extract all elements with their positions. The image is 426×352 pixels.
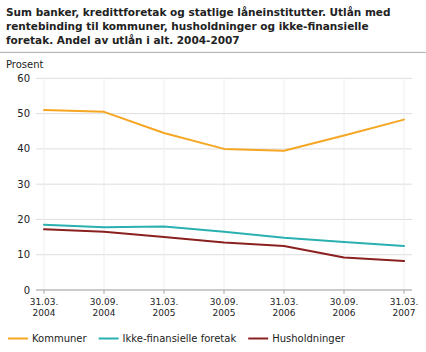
x-tick	[224, 290, 225, 294]
series-line	[44, 229, 404, 261]
series-lines	[44, 110, 404, 261]
y-tick-label: 50	[17, 108, 30, 119]
y-tick-label: 0	[24, 285, 30, 296]
x-grid-line	[104, 78, 105, 290]
legend-swatch	[99, 338, 119, 340]
x-tick	[284, 290, 285, 294]
y-tick-label: 10	[17, 249, 30, 260]
legend-label: Husholdninger	[272, 333, 346, 344]
x-grid-line	[164, 78, 165, 290]
series-line	[44, 110, 404, 151]
x-tick	[44, 290, 45, 294]
x-tick-label: 30.09.2005	[210, 297, 239, 318]
x-grid-line	[404, 78, 405, 290]
separator	[0, 52, 426, 53]
legend-label: Kommuner	[32, 333, 87, 344]
legend-swatch	[8, 338, 28, 340]
y-tick-label: 30	[17, 179, 30, 190]
legend-label: Ikke-finansielle foretak	[123, 333, 237, 344]
title: Sum banker, kredittforetak og statlige l…	[6, 6, 390, 46]
x-tick-label: 31.03.2004	[30, 297, 59, 318]
x-tick	[164, 290, 165, 294]
legend-swatch	[248, 338, 268, 340]
x-tick	[104, 290, 105, 294]
x-tick	[344, 290, 345, 294]
y-axis-label: Prosent	[6, 59, 44, 70]
background	[0, 0, 426, 352]
x-tick-label: 31.03.2006	[270, 297, 299, 318]
legend: Kommuner Ikke-finansielle foretak Husholdn…	[8, 333, 346, 344]
y-tick-label: 20	[17, 214, 30, 225]
x-tick	[404, 290, 405, 294]
x-tick-label: 30.09.2004	[90, 297, 119, 318]
x-grid-line	[284, 78, 285, 290]
chart: Sum banker, kredittforetak og statlige l…	[0, 0, 426, 352]
grid	[36, 78, 412, 290]
y-tick-label: 40	[17, 143, 30, 154]
x-tick-label: 31.03.2005	[150, 297, 179, 318]
y-tick-label: 60	[17, 73, 30, 84]
x-tick-label: 31.03.2007	[390, 297, 419, 318]
x-grid-line	[224, 78, 225, 290]
x-tick-label: 30.09.2006	[330, 297, 359, 318]
